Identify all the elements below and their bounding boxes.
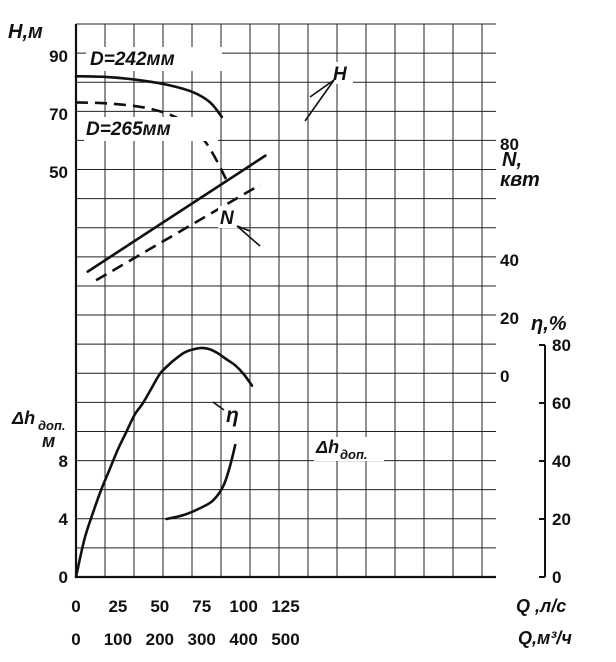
q-axis-titles: Q ,л/с Q,м³/ч (516, 596, 572, 648)
dh-tick-bg (56, 508, 74, 530)
dh-tick-bg (56, 566, 74, 588)
eta-curve-label: η (226, 404, 239, 427)
n-curve-label: N (220, 208, 235, 229)
dh-tick-bg (56, 450, 74, 472)
h-tick-bg (40, 45, 74, 67)
d242-label-bg (86, 47, 222, 71)
n-tick-label: 40 (500, 251, 519, 270)
q-ls-tick-label: 125 (271, 597, 299, 616)
h-tick-label: 70 (49, 105, 68, 124)
curve-h-265 (75, 101, 228, 182)
n-leader-2 (236, 225, 261, 247)
n-tick-bg (498, 249, 528, 271)
eta-curve-label-bg (223, 404, 245, 428)
h-axis-title: H,м (8, 21, 43, 43)
dh-axis-label: Δh (11, 408, 35, 428)
h-tick-bg (40, 103, 74, 125)
curve-n-265 (95, 183, 262, 282)
d242-label: D=242мм (90, 49, 175, 70)
h-tick-label: 50 (49, 163, 68, 182)
n-axis-unit: квт (500, 169, 540, 191)
h-curve-label-bg (331, 62, 353, 84)
q-m3h-tick-label: 300 (188, 630, 216, 649)
dh-curve-sub: доп. (340, 447, 368, 462)
eta-tick-label: 80 (552, 336, 571, 355)
dh-axis-title: Δh доп. м (11, 408, 66, 451)
eta-tick-label: 0 (552, 568, 561, 587)
n-tick-bg (498, 365, 528, 387)
n-axis-label: N, (502, 149, 522, 171)
curve-eta (74, 346, 254, 579)
dh-curve-label-bg (314, 437, 384, 461)
q-m3h-tick-label: 500 (271, 630, 299, 649)
q-ls-tick-label: 100 (229, 597, 257, 616)
curve-n-242 (86, 154, 267, 273)
dh-axis-sub: доп. (38, 418, 66, 433)
h-curve-label: H (333, 64, 348, 85)
dh-curve-label: Δh (315, 437, 339, 457)
n-axis-title: N, квт (500, 149, 540, 191)
h-leader-1 (309, 79, 335, 98)
q-ls-tick-label: 25 (108, 597, 127, 616)
n-tick-bg (498, 133, 528, 155)
dh-tick-label: 4 (59, 510, 69, 529)
eta-leader (212, 401, 225, 411)
eta-tick-label: 40 (552, 452, 571, 471)
dh-axis-unit: м (42, 431, 55, 451)
h-leader-2 (304, 79, 335, 122)
q-m3h-tick-label: 400 (229, 630, 257, 649)
eta-tick-label: 20 (552, 510, 571, 529)
curve-dh (165, 443, 237, 521)
n-tick-label: 0 (500, 367, 509, 386)
q-m3h-tick-label: 0 (71, 630, 80, 649)
q-m3h-tick-label: 200 (146, 630, 174, 649)
q-ls-tick-label: 0 (71, 597, 80, 616)
curve-h-242 (74, 75, 224, 119)
eta-tick-label: 60 (552, 394, 571, 413)
n-tick-bg (498, 307, 528, 329)
dh-tick-label: 0 (59, 568, 68, 587)
h-tick-bg (40, 161, 74, 183)
eta-axis-label: η,% (531, 313, 567, 335)
chart-curves (74, 75, 267, 579)
q-m3h-axis-label: Q,м³/ч (518, 628, 572, 648)
eta-axis-title: η,% (531, 313, 567, 335)
n-tick-label: 80 (500, 135, 519, 154)
h-axis-label: H,м (8, 21, 43, 43)
d265-label-bg (84, 117, 218, 141)
dh-tick-label: 8 (59, 452, 68, 471)
d265-label: D=265мм (86, 119, 171, 140)
q-ls-tick-label: 75 (192, 597, 211, 616)
q-ls-tick-label: 50 (150, 597, 169, 616)
chart-frame (74, 24, 546, 579)
n-tick-label: 20 (500, 309, 519, 328)
n-curve-label-bg (218, 206, 240, 228)
h-tick-label: 90 (49, 47, 68, 66)
q-m3h-tick-label: 100 (104, 630, 132, 649)
q-ls-axis-label: Q ,л/с (516, 596, 566, 616)
